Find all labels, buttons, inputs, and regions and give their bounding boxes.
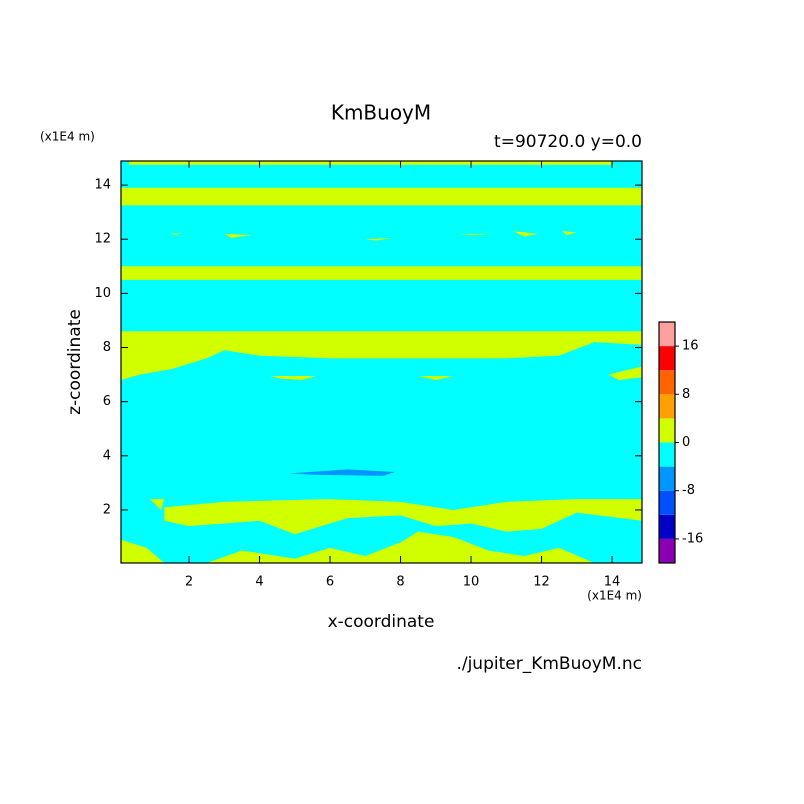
contour-region <box>121 539 165 563</box>
y-tick-label: 4 <box>103 448 111 463</box>
x-tick-label: 12 <box>533 575 550 590</box>
colorbar-swatch <box>659 514 675 539</box>
contour-region <box>289 469 396 476</box>
y-unit: (x1E4 m) <box>40 130 95 144</box>
colorbar-swatch <box>659 418 675 443</box>
contour-region <box>121 331 642 381</box>
plot-frame <box>120 160 643 564</box>
contour-region <box>150 499 165 510</box>
colorbar-swatch <box>659 466 675 491</box>
x-tick-label: 2 <box>185 575 193 590</box>
colorbar-swatch <box>659 490 675 515</box>
y-tick-label: 12 <box>94 232 111 247</box>
contour-region <box>513 231 539 237</box>
x-axis-label: x-coordinate <box>328 612 435 632</box>
contour-region <box>418 375 454 381</box>
contour-region <box>562 231 577 236</box>
x-tick-label: 6 <box>326 575 334 590</box>
colorbar-tick-label: 0 <box>682 435 690 450</box>
y-tick-label: 2 <box>103 502 111 517</box>
colorbar-tick-label: 16 <box>682 339 699 354</box>
x-tick-label: 4 <box>255 575 263 590</box>
contour-region <box>121 187 642 206</box>
contour-region <box>206 531 595 563</box>
x-tick-label: 8 <box>396 575 404 590</box>
colorbar-swatch <box>659 394 675 419</box>
y-tick-label: 6 <box>103 394 111 409</box>
x-tick-label: 14 <box>604 575 621 590</box>
colorbar-swatch <box>659 322 675 347</box>
x-unit: (x1E4 m) <box>587 589 642 603</box>
contour-region <box>365 237 394 241</box>
contour-region <box>608 366 642 381</box>
source-file: ./jupiter_KmBuoyM.nc <box>456 654 642 674</box>
contour-region <box>129 161 613 165</box>
colorbar-swatch <box>659 370 675 395</box>
y-axis-label: z-coordinate <box>65 309 85 415</box>
chart-title: KmBuoyM <box>331 101 431 125</box>
colorbar-tick-label: -16 <box>682 531 703 546</box>
contour-region <box>456 233 493 236</box>
colorbar-swatch <box>659 538 675 563</box>
contour-region <box>121 266 642 280</box>
chart-subtitle: t=90720.0 y=0.0 <box>494 132 642 152</box>
y-tick-label: 10 <box>94 286 111 301</box>
y-tick-label: 8 <box>103 340 111 355</box>
contour-region <box>224 233 253 238</box>
colorbar-swatch <box>659 442 675 467</box>
contour-region <box>171 232 182 236</box>
contour-region <box>164 499 642 535</box>
contour-region <box>121 161 642 563</box>
colorbar-swatch <box>659 346 675 371</box>
x-tick-label: 10 <box>463 575 480 590</box>
colorbar-tick-label: -8 <box>682 483 695 498</box>
contour-region <box>270 375 316 381</box>
colorbar-tick-label: 8 <box>682 387 690 402</box>
y-tick-label: 14 <box>94 178 111 193</box>
